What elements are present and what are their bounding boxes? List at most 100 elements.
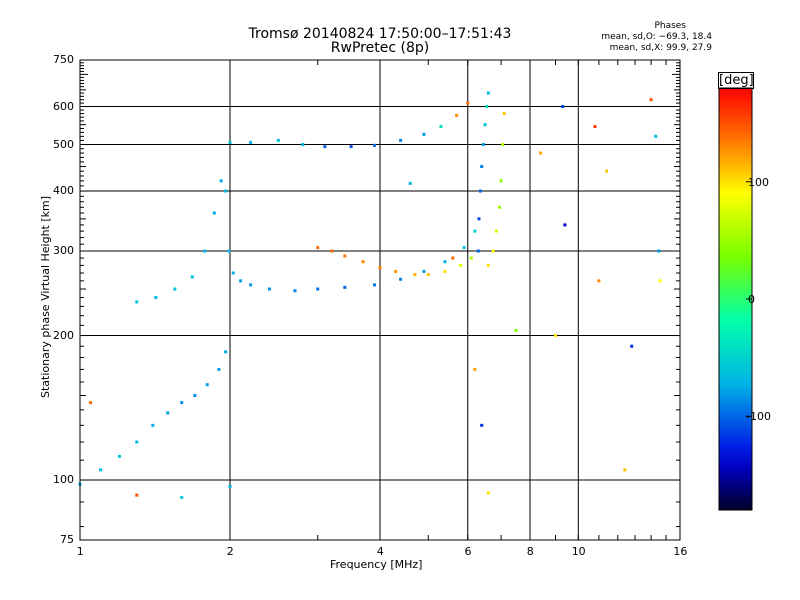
x-tick-label: 8 (526, 545, 534, 558)
data-point (154, 296, 158, 300)
data-point (630, 344, 634, 348)
data-point (227, 249, 231, 253)
y-tick-label: 75 (60, 533, 74, 546)
data-point (343, 254, 347, 258)
data-point (239, 279, 243, 283)
y-tick-label: 400 (53, 184, 74, 198)
data-point (458, 263, 462, 267)
data-point (473, 229, 477, 233)
data-point (293, 289, 297, 293)
data-point (462, 246, 466, 250)
data-point (135, 440, 139, 444)
data-point (469, 256, 473, 260)
data-point (649, 98, 653, 102)
data-point (466, 101, 470, 105)
colorbar (718, 87, 753, 511)
colorbar-tick-label: 0 (748, 293, 755, 306)
data-point (408, 181, 412, 185)
data-point (180, 401, 184, 405)
data-point (203, 249, 207, 253)
colorbar-tick-label: -100 (746, 410, 771, 424)
data-point (654, 134, 658, 138)
data-point (498, 205, 502, 209)
data-point (343, 285, 347, 289)
x-tick-label: 16 (673, 545, 688, 558)
data-point (276, 138, 280, 142)
data-point (316, 287, 320, 291)
data-point (117, 454, 121, 458)
data-point (399, 277, 403, 281)
data-point (361, 260, 365, 264)
data-point (413, 273, 417, 277)
data-point (514, 328, 518, 332)
data-point (373, 283, 377, 287)
data-point (477, 217, 481, 221)
data-point (597, 279, 601, 283)
data-point (180, 495, 184, 499)
data-point (593, 125, 597, 129)
data-point (455, 113, 459, 117)
legend-line-o: mean, sd,O: −69.3, 18.4 (601, 32, 712, 42)
data-point (483, 123, 487, 127)
data-point (658, 279, 662, 283)
legend-title: Phases (654, 21, 686, 31)
data-points (78, 91, 662, 499)
x-tick-label: 6 (464, 545, 472, 558)
data-point (228, 484, 232, 488)
data-point (485, 105, 489, 109)
data-point (486, 263, 490, 267)
data-point (451, 256, 455, 260)
data-point (212, 211, 216, 215)
data-point (190, 275, 194, 279)
data-point (502, 112, 506, 116)
x-tick-label: 2 (226, 545, 234, 558)
data-point (249, 140, 253, 144)
data-point (231, 271, 235, 275)
chart-subtitle: RwPretec (8p) (330, 40, 430, 56)
y-tick-label: 200 (53, 328, 74, 342)
y-tick-label: 600 (53, 99, 74, 113)
data-point (439, 125, 443, 129)
data-point (486, 91, 490, 95)
data-point (330, 249, 334, 253)
y-tick-label: 100 (53, 473, 74, 487)
data-point (349, 145, 353, 149)
data-point (249, 283, 253, 287)
data-point (151, 423, 155, 427)
chart-title: Tromsø 20140824 17:50:00–17:51:43 (248, 26, 512, 42)
x-tick-label: 4 (376, 545, 384, 558)
grid-layer (80, 60, 680, 540)
data-point (480, 164, 484, 168)
data-point (217, 367, 221, 371)
data-point (501, 143, 505, 147)
data-point (378, 266, 382, 270)
data-point (422, 132, 426, 136)
data-point (561, 105, 565, 109)
data-point (563, 223, 567, 227)
data-point (135, 300, 139, 304)
plot-frame (79, 59, 681, 541)
data-point (228, 140, 232, 144)
x-tick-label: 10 (571, 545, 586, 558)
y-tick-label: 300 (53, 244, 74, 257)
data-point (539, 151, 543, 155)
data-point (494, 229, 498, 233)
data-point (219, 179, 223, 183)
colorbar-unit-label: [deg] (718, 72, 754, 89)
data-point (316, 246, 320, 250)
data-point (499, 179, 503, 183)
data-point (301, 143, 305, 147)
data-point (478, 189, 482, 193)
data-point (443, 260, 447, 264)
data-point (473, 367, 477, 371)
data-point (426, 273, 430, 277)
data-point (394, 269, 398, 273)
data-point (267, 287, 271, 291)
data-point (205, 383, 209, 387)
data-point (166, 411, 170, 415)
data-point (89, 401, 93, 405)
data-point (480, 423, 484, 427)
data-point (486, 491, 490, 495)
data-point (173, 287, 177, 291)
